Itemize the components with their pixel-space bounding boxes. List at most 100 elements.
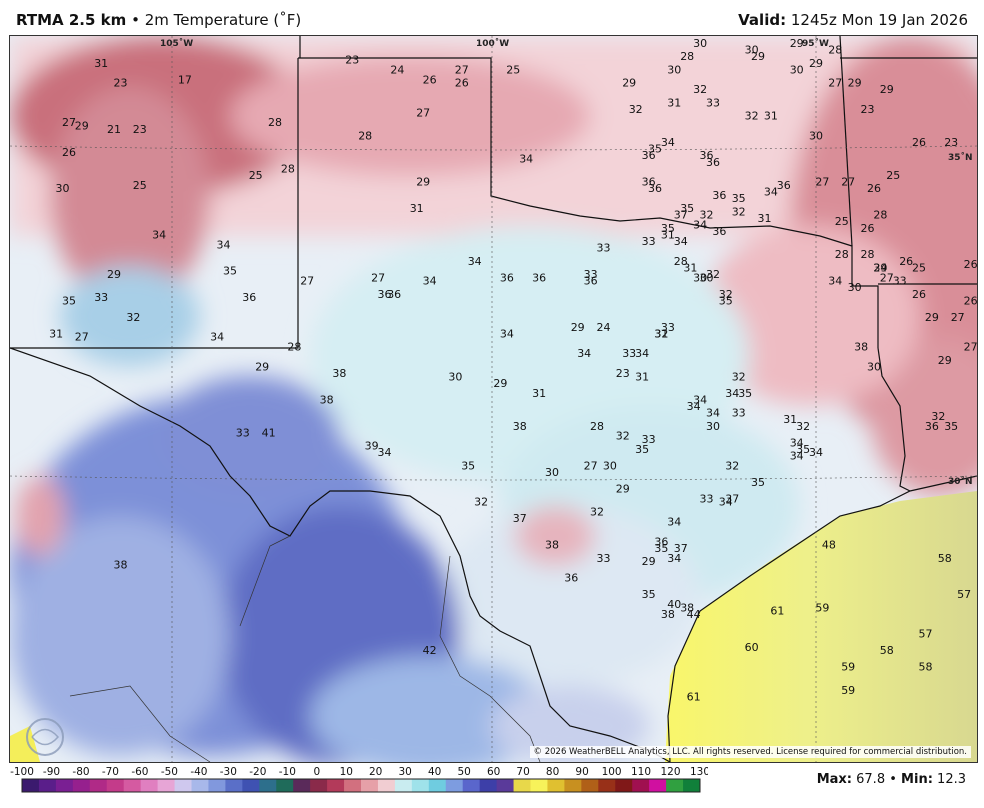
gulf-of-mexico — [665, 491, 977, 762]
station-temperature: 31 — [94, 57, 108, 70]
station-temperature: 27 — [880, 271, 894, 284]
station-temperature: 21 — [107, 123, 121, 136]
station-temperature: 32 — [745, 110, 759, 123]
color-scale-swatch — [72, 779, 91, 792]
color-scale-swatch — [411, 779, 430, 792]
color-scale-swatch — [344, 779, 362, 792]
station-temperature: 29 — [75, 120, 89, 133]
station-temperature: 29 — [416, 176, 430, 189]
station-temperature: 26 — [455, 77, 469, 90]
footer-separator: • — [889, 772, 897, 787]
station-temperature: 32 — [700, 209, 714, 222]
station-temperature: 27 — [300, 275, 314, 288]
station-temperature: 25 — [506, 63, 520, 76]
station-temperature: 29 — [880, 83, 894, 96]
station-temperature: 33 — [642, 235, 656, 248]
color-scale-label: -90 — [43, 766, 60, 778]
station-temperature: 30 — [745, 44, 759, 57]
station-temperature: 28 — [287, 341, 301, 354]
color-scale-swatch — [377, 779, 396, 792]
station-temperature: 34 — [152, 228, 166, 241]
station-temperature: 35 — [738, 387, 752, 400]
station-temperature: 59 — [841, 661, 855, 674]
station-temperature: 36 — [648, 182, 662, 195]
station-temperature: 35 — [62, 294, 76, 307]
station-temperature: 34 — [667, 552, 681, 565]
station-temperature: 35 — [635, 443, 649, 456]
station-temperature: 34 — [706, 407, 720, 420]
graticule-label: 35˚N — [948, 152, 973, 163]
station-temperature: 35 — [680, 202, 694, 215]
station-temperature: 58 — [880, 644, 894, 657]
valid-label: Valid: — [738, 11, 787, 29]
station-temperature: 38 — [320, 393, 334, 406]
color-scale-swatch — [615, 779, 633, 792]
station-temperature: 27 — [62, 116, 76, 129]
color-scale-label: 30 — [399, 766, 412, 778]
station-temperature: 28 — [268, 116, 282, 129]
station-temperature: 36 — [387, 288, 401, 301]
station-temperature: 26 — [899, 255, 913, 268]
station-temperature: 29 — [571, 321, 585, 334]
station-temperature: 30 — [867, 360, 881, 373]
station-temperature: 37 — [674, 542, 688, 555]
station-temperature: 34 — [687, 400, 701, 413]
station-temperature: 34 — [693, 219, 707, 232]
station-temperature: 42 — [423, 644, 437, 657]
station-temperature: 31 — [764, 110, 778, 123]
graticule-labels: 105˚W 100˚W 95˚W 35˚N 30˚N — [160, 38, 973, 487]
color-scale-swatch — [208, 779, 226, 792]
station-temperature: 61 — [770, 605, 784, 618]
station-temperature: 28 — [861, 248, 875, 261]
station-temperature: 35 — [751, 476, 765, 489]
color-scale-swatch — [666, 779, 684, 792]
station-temperature: 34 — [519, 153, 533, 166]
station-temperature: 41 — [262, 426, 276, 439]
station-temperature: 36 — [564, 572, 578, 585]
station-temperature: 28 — [281, 162, 295, 175]
color-scale-graphic: -100 -90 -80 -70 -60 -50 -40 -30 -20 -10 0 10 20 30 40… — [10, 766, 710, 793]
header: RTMA 2.5 km • 2m Temperature (˚F) Valid:… — [0, 0, 984, 36]
color-scale-swatch — [174, 779, 192, 792]
station-temperature: 26 — [861, 222, 875, 235]
station-temperature: 25 — [912, 261, 926, 274]
state-borders — [10, 36, 977, 762]
station-temperature: 38 — [332, 367, 346, 380]
station-temperature: 38 — [680, 601, 694, 614]
station-temperature: 34 — [635, 347, 649, 360]
station-temperature: 23 — [345, 54, 359, 67]
station-temperature: 34 — [790, 450, 804, 463]
color-scale-label: 50 — [458, 766, 471, 778]
color-scale-swatch — [225, 779, 243, 792]
graticule-label: 105˚W — [160, 38, 193, 49]
station-temperature: 34 — [828, 275, 842, 288]
color-scale-swatch — [89, 779, 108, 792]
station-temperature: 29 — [751, 50, 765, 63]
station-temperature: 39 — [365, 440, 379, 453]
color-scale-swatch — [581, 779, 599, 792]
color-scale-swatch — [683, 779, 701, 792]
station-temperature: 35 — [944, 420, 958, 433]
station-temperature: 34 — [423, 275, 437, 288]
station-temperature: 37 — [513, 512, 527, 525]
graticule-label: 95˚W — [802, 38, 829, 49]
station-temperature: 33 — [597, 552, 611, 565]
station-temperature: 25 — [886, 169, 900, 182]
station-temperature: 36 — [706, 156, 720, 169]
temperature-map[interactable]: 105˚W 100˚W 95˚W 35˚N 30˚N 31 23 17 27 29 21 23 28 2… — [9, 35, 978, 763]
station-temperature: 31 — [758, 212, 772, 225]
max-min-readout: Max: 67.8 • Min: 12.3 — [817, 772, 966, 787]
color-scale-label: 20 — [369, 766, 382, 778]
station-temperature: 38 — [545, 539, 559, 552]
valid-time: Valid: 1245z Mon 19 Jan 2026 — [738, 11, 968, 29]
color-scale-label: -10 — [279, 766, 296, 778]
station-temperature: 32 — [931, 410, 945, 423]
station-temperature: 33 — [661, 321, 675, 334]
color-scale-swatch — [649, 779, 667, 792]
station-temperature: 27 — [815, 176, 829, 189]
station-temperature: 35 — [796, 443, 810, 456]
station-temperature: 32 — [616, 430, 630, 443]
color-scale-swatch — [38, 779, 57, 792]
station-temperature: 27 — [828, 77, 842, 90]
station-temperature: 28 — [674, 255, 688, 268]
